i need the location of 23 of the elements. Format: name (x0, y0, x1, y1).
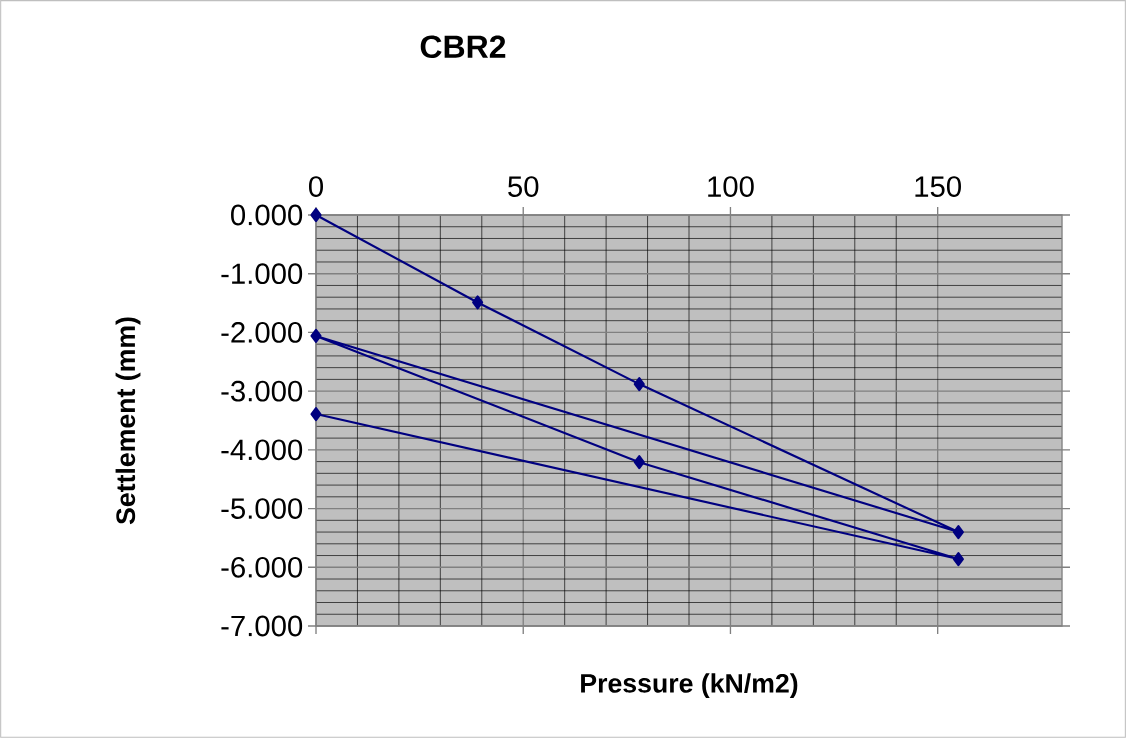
point (952, 524, 964, 540)
point (952, 551, 964, 567)
y-tick-label: -6.000 (221, 556, 303, 578)
x-tick-label: 50 (508, 176, 539, 197)
point (310, 207, 322, 223)
x-axis-title: Pressure (kN/m2) (581, 673, 798, 699)
y-tick-label: -5.000 (221, 498, 303, 519)
y-tick-label: -2.000 (221, 322, 303, 343)
x-tick-label: 150 (915, 176, 961, 197)
chart-title: CBR2 (420, 35, 506, 59)
x-tick-label: 100 (708, 176, 754, 197)
y-tick-label: -4.000 (221, 439, 303, 461)
point (472, 295, 484, 310)
y-tick-label: 0.000 (231, 204, 303, 226)
y-axis-title: Settlement (mm) (115, 317, 141, 525)
point (633, 455, 645, 470)
point (633, 377, 645, 392)
y-tick-label: -7.000 (221, 615, 303, 637)
x-tick-label: 0 (309, 176, 324, 197)
point (310, 406, 322, 422)
point (310, 328, 322, 344)
y-tick-label: -1.000 (221, 263, 303, 285)
y-tick-label: -3.000 (221, 380, 303, 402)
